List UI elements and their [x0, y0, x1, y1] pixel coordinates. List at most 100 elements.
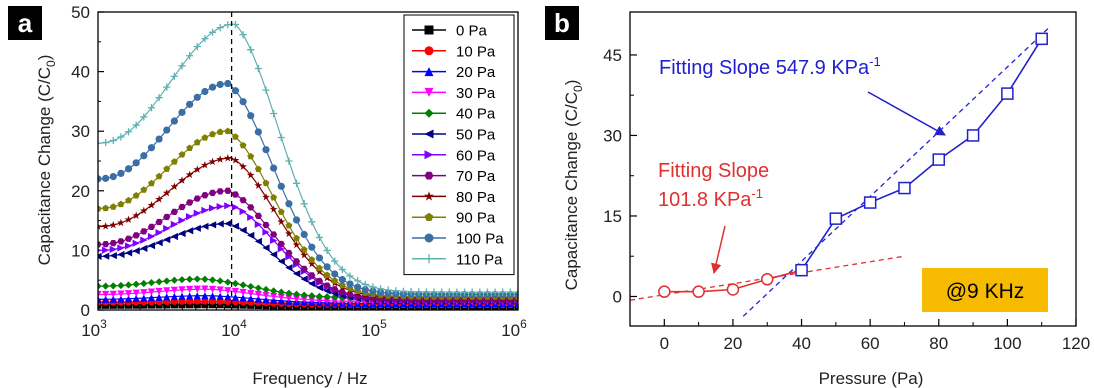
panel-b-label: b [554, 8, 570, 38]
series-point [163, 277, 171, 285]
panel-a-y-tick-label: 10 [71, 241, 90, 260]
series-point [338, 276, 346, 284]
legend-entry: 30 Pa [412, 85, 496, 102]
series-point [232, 133, 239, 140]
series-point [186, 199, 194, 206]
series-point [98, 222, 102, 230]
series-point [224, 79, 232, 88]
series-point [163, 224, 171, 233]
series-point [376, 285, 385, 293]
series-point [208, 28, 217, 36]
series-point [476, 288, 484, 296]
series-point [415, 288, 423, 296]
series-point [292, 258, 301, 265]
series-point [201, 275, 209, 283]
series-point [155, 195, 164, 203]
legend-marker [424, 254, 434, 264]
series-point [308, 243, 316, 251]
series-point [216, 286, 224, 294]
series-point [186, 227, 194, 235]
legend-marker [424, 129, 434, 139]
series-point [231, 279, 240, 288]
series-point [109, 203, 117, 210]
series-point [315, 254, 324, 262]
panel-a-x-axis-label: Frequency / Hz [252, 369, 367, 388]
series-point [163, 293, 171, 301]
series-point [270, 164, 278, 172]
series-point [200, 161, 209, 169]
legend-entry: 20 Pa [412, 64, 496, 81]
series-point [208, 189, 217, 196]
series-point [102, 138, 110, 147]
data-point [726, 283, 740, 296]
series-point [224, 278, 232, 286]
series-point [155, 94, 163, 102]
series-point [124, 215, 133, 224]
series-point [293, 234, 300, 242]
series-point [331, 297, 339, 305]
series-point [300, 295, 308, 304]
series-point [239, 98, 247, 106]
fit-line [742, 27, 1050, 317]
legend-marker [424, 212, 434, 221]
panel-a-plot-area [98, 20, 518, 310]
series-point [98, 295, 102, 303]
series-point [270, 287, 278, 295]
series-point [422, 288, 430, 296]
series-point [140, 236, 148, 244]
data-point [932, 153, 946, 166]
data-point [1035, 32, 1048, 46]
series-point [208, 292, 217, 300]
series-point [193, 195, 201, 202]
panel-b: b Pressure (Pa) Capacitance Change (C/C0… [545, 6, 1090, 388]
series-point [124, 295, 133, 303]
data-point [829, 212, 843, 225]
panel-a-y-tick-label: 20 [71, 182, 90, 201]
series-point [124, 165, 133, 173]
panel-a-series-group [98, 20, 518, 310]
series-point [170, 158, 178, 165]
series-point [277, 217, 286, 226]
series-point [124, 290, 133, 298]
series-point [163, 235, 171, 244]
annotation-red-arrow [711, 225, 726, 275]
series-point [270, 292, 278, 301]
series-point [193, 43, 201, 51]
legend-box [403, 14, 515, 276]
series-point [117, 133, 125, 141]
series-point [98, 139, 102, 147]
panel-b-y-axis-label: Capacitance Change (C/C0) [562, 80, 585, 291]
series-point [254, 295, 262, 303]
series-point [323, 282, 331, 289]
panel-a-label: a [18, 8, 33, 38]
series-point [116, 218, 125, 227]
data-point [863, 196, 877, 209]
series-point [239, 141, 247, 149]
series-point [346, 272, 354, 280]
series-point [231, 191, 240, 198]
series-point [102, 282, 110, 290]
series-point [178, 62, 186, 70]
series-point [354, 277, 362, 285]
series-point [277, 240, 285, 248]
series-point [308, 218, 316, 226]
series-point [254, 290, 262, 299]
series-point [147, 294, 156, 302]
series-point [155, 239, 163, 247]
series-point [361, 280, 369, 289]
series-point [216, 80, 224, 89]
series-point [392, 287, 400, 295]
series-point [109, 136, 117, 145]
panel-b-plot-area [658, 32, 1048, 298]
series-point [155, 135, 163, 143]
series-point [163, 165, 171, 172]
series-point [269, 205, 278, 213]
series-point [178, 216, 186, 224]
series-point [178, 292, 186, 300]
series-point [223, 154, 232, 162]
series-point [98, 175, 102, 183]
series-point [331, 293, 339, 301]
series-point [155, 287, 163, 296]
series-point [262, 228, 270, 236]
panel-b-x-tick-label: 120 [1062, 334, 1090, 353]
